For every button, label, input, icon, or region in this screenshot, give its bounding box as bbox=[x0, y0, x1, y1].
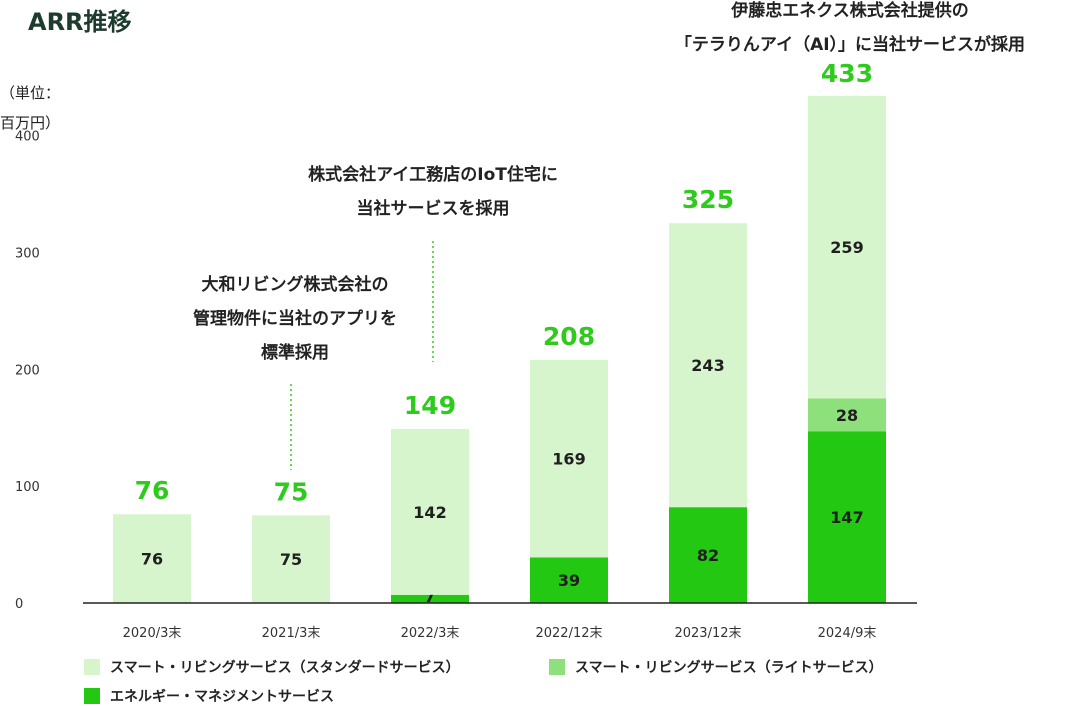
annotation-daiwa: 大和リビング株式会社の 管理物件に当社のアプリを 標準採用 bbox=[150, 268, 440, 370]
annotation-ai-koumuten: 株式会社アイ工務店のIoT住宅に 当社サービスを採用 bbox=[258, 158, 608, 226]
x-tick-label: 2024/9末 bbox=[818, 626, 877, 641]
legend-label: スマート・リビングサービス（ライトサービス） bbox=[575, 660, 883, 676]
bar-segment-label: 259 bbox=[830, 238, 863, 257]
annotation-line: 株式会社アイ工務店のIoT住宅に bbox=[308, 165, 558, 185]
y-tick-label: 200 bbox=[15, 363, 40, 378]
legend-label: エネルギー・マネジメントサービス bbox=[110, 689, 334, 705]
x-tick-label: 2022/3末 bbox=[401, 626, 460, 641]
bar-segment bbox=[530, 557, 608, 603]
bar-segment-label: 147 bbox=[830, 508, 863, 527]
bar-segment-label: 28 bbox=[836, 406, 858, 425]
bar-segment-label: 76 bbox=[141, 550, 163, 569]
bar-total-label: 433 bbox=[821, 59, 873, 88]
bar-segment bbox=[669, 507, 747, 603]
annotation-itochu-enex: 伊藤忠エネクス株式会社提供の 「テラりんアイ（AI）」に当社サービスが採用 bbox=[630, 0, 1070, 62]
annotation-line: 「テラりんアイ（AI）」に当社サービスが採用 bbox=[674, 35, 1026, 55]
annotation-line: 標準採用 bbox=[261, 343, 329, 363]
annotation-line: 管理物件に当社のアプリを bbox=[193, 309, 397, 329]
bar-segment-label: 169 bbox=[552, 450, 585, 469]
bar-segment bbox=[530, 359, 608, 558]
bar-segment-label: 142 bbox=[413, 503, 446, 522]
bar-total-label: 75 bbox=[274, 477, 309, 506]
bar-segment bbox=[391, 428, 469, 595]
legend-item-lite: スマート・リビングサービス（ライトサービス） bbox=[549, 657, 883, 677]
legend-swatch bbox=[84, 659, 100, 675]
chart-title: ARR推移 bbox=[28, 8, 132, 36]
y-tick-label: 400 bbox=[15, 130, 40, 145]
x-tick-label: 2020/3末 bbox=[123, 626, 182, 641]
legend-swatch bbox=[84, 688, 100, 704]
bar-segment bbox=[669, 223, 747, 508]
annotation-line: 当社サービスを採用 bbox=[356, 199, 510, 219]
y-tick-label: 0 bbox=[15, 597, 23, 612]
legend-label: スマート・リビングサービス（スタンダードサービス） bbox=[110, 660, 460, 676]
bar-total-label: 208 bbox=[543, 322, 595, 351]
legend-item-standard: スマート・リビングサービス（スタンダードサービス） bbox=[84, 657, 460, 677]
bar-segment-label: 75 bbox=[280, 550, 302, 569]
bar-total-label: 76 bbox=[135, 476, 170, 505]
annotation-line: 大和リビング株式会社の bbox=[201, 275, 389, 295]
x-tick-label: 2023/12末 bbox=[674, 626, 741, 641]
legend-swatch bbox=[549, 659, 565, 675]
bar-segment-label: 82 bbox=[697, 546, 719, 565]
bar-segment-label: 7 bbox=[424, 587, 435, 606]
unit-label-line: （単位： bbox=[0, 84, 61, 102]
bar-segment bbox=[808, 431, 886, 603]
annotation-line: 伊藤忠エネクス株式会社提供の bbox=[731, 1, 969, 21]
y-tick-label: 100 bbox=[15, 480, 40, 495]
bar-segment-label: 39 bbox=[558, 571, 580, 590]
bar-segment-label: 243 bbox=[691, 356, 724, 375]
unit-label: （単位： 百万円） bbox=[0, 78, 60, 138]
unit-label-line: 百万円） bbox=[0, 114, 61, 132]
bar-segment bbox=[808, 398, 886, 432]
x-tick-label: 2021/3末 bbox=[262, 626, 321, 641]
bar-segment bbox=[808, 95, 886, 399]
y-tick-label: 300 bbox=[15, 246, 40, 261]
bar-total-label: 325 bbox=[682, 185, 734, 214]
bar-segment bbox=[252, 515, 330, 603]
bar-segment bbox=[391, 594, 469, 603]
bar-total-label: 149 bbox=[404, 391, 456, 420]
x-tick-label: 2022/12末 bbox=[535, 626, 602, 641]
bar-segment bbox=[113, 514, 191, 603]
legend-item-energy: エネルギー・マネジメントサービス bbox=[84, 686, 334, 706]
